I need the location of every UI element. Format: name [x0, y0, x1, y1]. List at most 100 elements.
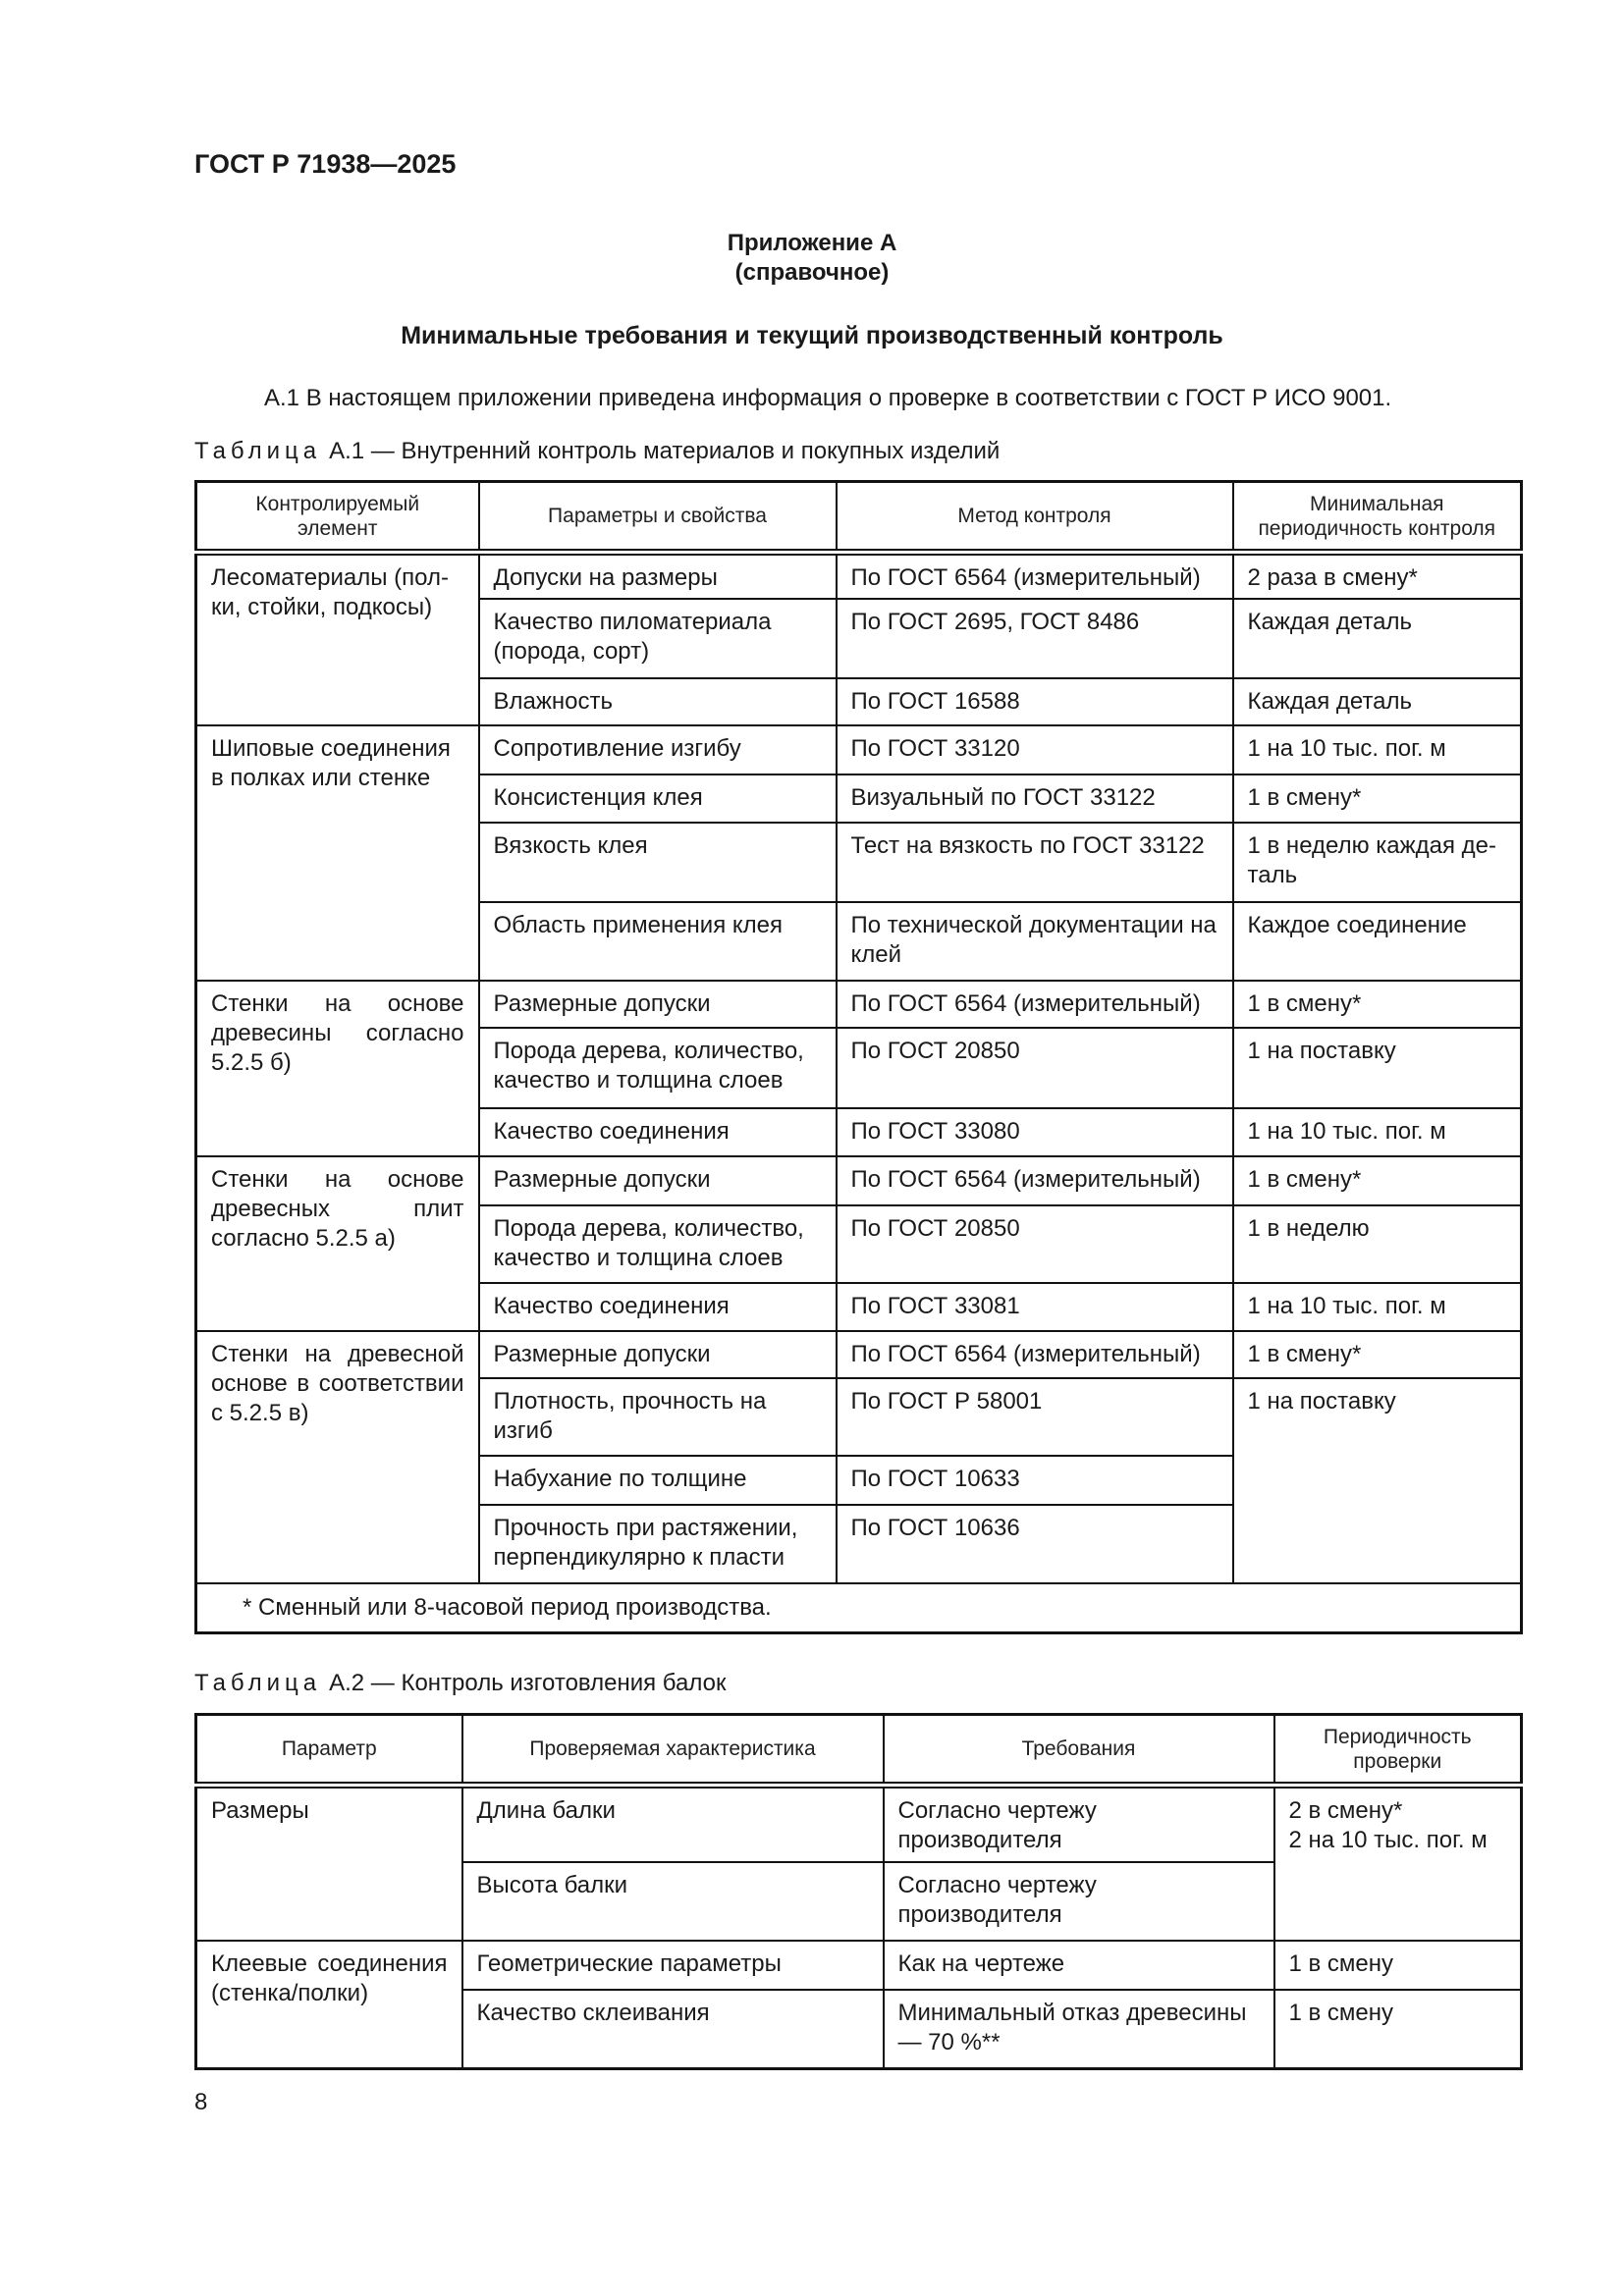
caption-label: Таблица [194, 1670, 322, 1696]
parameter-cell: Качество соединения [477, 1106, 838, 1157]
method-cell: По ГОСТ 33081 [835, 1281, 1234, 1332]
table-row: Стенки на древесной основе в соответстви… [194, 1329, 1523, 1584]
table-row: Прочность при растяжении, перпендикулярн… [196, 1503, 1522, 1584]
controlled-element-cell: Стенки на основе древесных плит согласно… [194, 1154, 480, 1332]
column-header: Минимальная периодичность контроля [1231, 480, 1523, 556]
parameter-cell: Область применения клея [477, 900, 838, 982]
method-cell: По ГОСТ 6564 (измерительный) [835, 979, 1234, 1029]
parameter-cell: Сопротивление изгибу [477, 723, 838, 775]
method-cell: По ГОСТ 20850 [835, 1026, 1234, 1109]
method-cell: Согласно чертежу производителя [882, 1860, 1275, 1942]
header-row: Параметр Проверяемая характеристика Требов… [194, 1713, 1523, 1789]
parameter-cell: Набухание по толщине [477, 1454, 838, 1506]
parameter-cell: Размерные допуски [477, 1329, 838, 1379]
period-cell: 1 в неделю [1231, 1203, 1523, 1284]
table-row: Стенки на основе древесных плит согласно… [194, 1154, 1523, 1332]
caption-text: А.1 — Внутренний контроль материалов и п… [329, 438, 1001, 464]
period-cell: 1 в неделю каждая де- таль [1231, 821, 1523, 903]
table-row: Область применения клея По технической до… [196, 900, 1523, 982]
parameter-cell: Допуски на размеры [477, 551, 838, 600]
parameter-cell: Качество пиломатериала (порода, сорт) [477, 597, 838, 679]
period-cell: Каждое соединение [1231, 900, 1523, 982]
intro-paragraph: А.1 В настоящем приложении приведена инф… [264, 385, 1392, 411]
parameter-cell: Размерные допуски [477, 1154, 838, 1206]
parameter-cell: Геометрические параметры [460, 1939, 885, 1991]
method-cell: По ГОСТ 33120 [835, 723, 1234, 775]
document-id: ГОСТ Р 71938—2025 [194, 149, 457, 179]
method-cell: По ГОСТ 10636 [835, 1503, 1234, 1584]
method-cell: По ГОСТ 16588 [835, 676, 1234, 726]
method-cell: Как на чертеже [882, 1939, 1275, 1991]
parameter-cell: Высота балки [460, 1860, 885, 1942]
table-row: Шиповые соединения в полках или стенке Со… [194, 723, 1523, 982]
period-cell: 1 в смену [1272, 1939, 1523, 1991]
table-a1-caption: Таблица А.1 — Внутренний контроль материа… [194, 438, 1000, 465]
period-cell: 2 раза в смену* [1231, 551, 1523, 600]
column-header: Периодичность проверки [1272, 1713, 1523, 1789]
table-row: Лесоматериалы (пол- ки, стойки, подкосы)… [194, 551, 1523, 726]
period-cell: 1 в смену [1272, 1988, 1523, 2070]
table-row: Клеевые соединения (стенка/полки) Геометр… [194, 1939, 1523, 2070]
method-cell: По ГОСТ Р 58001 [835, 1376, 1234, 1457]
table-row: Качество пиломатериала (порода, сорт) По … [196, 597, 1523, 679]
parameter-cell: Плотность, прочность на изгиб [477, 1376, 838, 1457]
table-row: Влажность По ГОСТ 16588 Каждая деталь [196, 676, 1523, 726]
method-cell: По ГОСТ 6564 (измерительный) [835, 551, 1234, 600]
method-cell: Визуальный по ГОСТ 33122 [835, 773, 1234, 824]
period-cell: 1 на поставку [1231, 1026, 1523, 1109]
parameter-cell: Консистенция клея [477, 773, 838, 824]
period-cell: 2 в смену* 2 на 10 тыс. пог. м [1272, 1784, 1523, 1942]
table-row: Высота балки Согласно чертежу производите… [196, 1860, 1522, 1942]
footnote: * Сменный или 8-часовой период производс… [194, 1581, 1523, 1634]
table-row: Порода дерева, количество, качество и то… [196, 1203, 1523, 1284]
table-row: Качество склеивания Минимальный отказ дре… [196, 1988, 1523, 2070]
table-row: Стенки на основе древесины согласно 5.2.… [194, 979, 1523, 1157]
table-row: Качество соединения По ГОСТ 33080 1 на 10 … [196, 1106, 1523, 1157]
header-row: Контролируемый элемент Параметры и свойст… [194, 480, 1523, 556]
table-a2-caption: Таблица А.2 — Контроль изготовления балок [194, 1670, 726, 1697]
parameter-cell: Порода дерева, количество, качество и то… [477, 1203, 838, 1284]
column-header: Контролируемый элемент [194, 480, 480, 556]
controlled-element-cell: Стенки на древесной основе в соответстви… [194, 1329, 480, 1584]
table-row: Плотность, прочность на изгиб По ГОСТ Р 5… [196, 1376, 1523, 1584]
table-a1: Контролируемый элемент Параметры и свойст… [194, 480, 1523, 1634]
method-cell: Тест на вязкость по ГОСТ 33122 [835, 821, 1234, 903]
method-cell: По ГОСТ 2695, ГОСТ 8486 [835, 597, 1234, 679]
period-cell: 1 на 10 тыс. пог. м [1231, 723, 1523, 775]
parameter-cell: Вязкость клея [477, 821, 838, 903]
section-title: Минимальные требования и текущий произво… [401, 322, 1223, 349]
controlled-element-cell: Стенки на основе древесины согласно 5.2.… [194, 979, 480, 1157]
controlled-element-cell: Клеевые соединения (стенка/полки) [194, 1939, 463, 2070]
period-cell: 1 на 10 тыс. пог. м [1231, 1106, 1523, 1157]
column-header: Проверяемая характеристика [460, 1713, 885, 1789]
method-cell: По ГОСТ 20850 [835, 1203, 1234, 1284]
method-cell: По ГОСТ 10633 [835, 1454, 1234, 1506]
parameter-cell: Порода дерева, количество, качество и то… [477, 1026, 838, 1109]
annex-kind: (справочное) [734, 259, 890, 286]
caption-label: Таблица [194, 438, 322, 464]
table-row: Вязкость клея Тест на вязкость по ГОСТ 33… [196, 821, 1523, 903]
parameter-cell: Размерные допуски [477, 979, 838, 1029]
controlled-element-cell: Размеры [194, 1784, 463, 1942]
period-cell: 1 в смену* [1231, 1329, 1523, 1379]
caption-text: А.2 — Контроль изготовления балок [329, 1670, 727, 1696]
method-cell: Минимальный отказ древесины — 70 %** [882, 1988, 1275, 2070]
column-header: Метод контроля [835, 480, 1234, 556]
method-cell: По технической документации на клей [835, 900, 1234, 982]
period-cell: Каждая деталь [1231, 676, 1523, 726]
table-row: Порода дерева, количество, качество и то… [196, 1026, 1523, 1109]
table-row: Набухание по толщине По ГОСТ 10633 [196, 1454, 1522, 1506]
period-cell: 1 в смену* [1231, 773, 1523, 824]
column-header: Параметр [194, 1713, 463, 1789]
parameter-cell: Качество склеивания [460, 1988, 885, 2070]
table-row: Размеры Длина балки Согласно чертежу произ… [194, 1784, 1523, 1942]
method-cell: По ГОСТ 6564 (измерительный) [835, 1329, 1234, 1379]
period-cell: Каждая деталь [1231, 597, 1523, 679]
parameter-cell: Качество соединения [477, 1281, 838, 1332]
period-cell: 1 в смену* [1231, 1154, 1523, 1206]
table-row: Качество соединения По ГОСТ 33081 1 на 10 … [196, 1281, 1523, 1332]
parameter-cell: Длина балки [460, 1784, 885, 1863]
column-header: Параметры и свойства [477, 480, 838, 556]
method-cell: Согласно чертежу производителя [882, 1784, 1275, 1863]
period-cell: 1 на поставку [1231, 1376, 1523, 1584]
